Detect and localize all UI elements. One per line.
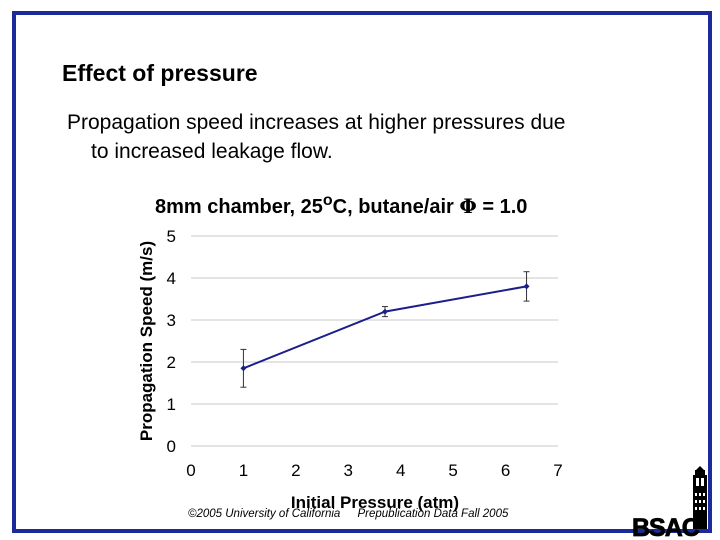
slide-title: Effect of pressure <box>62 60 258 86</box>
data-point-2 <box>523 283 530 290</box>
footer-note: Prepublication Data Fall 2005 <box>357 508 509 520</box>
y-tick-label-1: 1 <box>167 395 176 414</box>
x-tick-label-0: 0 <box>186 461 195 480</box>
x-tick-label-3: 3 <box>344 461 353 480</box>
x-tick-label-7: 7 <box>553 461 562 480</box>
y-tick-label-3: 3 <box>167 311 176 330</box>
x-axis-label: Initial Pressure (atm) <box>291 493 459 512</box>
chart-title-phi: Φ <box>459 194 477 218</box>
y-tick-label-0: 0 <box>167 437 176 456</box>
chart-title-suffix: = 1.0 <box>476 196 528 218</box>
chart-title: 8mm chamber, 25oC, butane/air Φ = 1.0 <box>155 192 528 219</box>
footer-copyright: ©2005 University of California <box>188 508 341 520</box>
slide-body: Propagation speed increases at higher pr… <box>67 108 667 166</box>
x-tick-label-4: 4 <box>396 461 405 480</box>
footer: ©2005 University of California Prepublic… <box>188 508 522 520</box>
chart-title-degree: o <box>322 192 333 209</box>
bsac-logo: BSAC <box>632 466 707 540</box>
chart-title-middle: C, butane/air <box>332 196 460 218</box>
y-tick-label-5: 5 <box>167 227 176 246</box>
x-tick-label-6: 6 <box>501 461 510 480</box>
body-line-2: to increased leakage flow. <box>91 140 333 163</box>
data-point-0 <box>240 365 247 372</box>
x-tick-label-1: 1 <box>239 461 248 480</box>
y-tick-label-4: 4 <box>167 269 176 288</box>
y-axis-label: Propagation Speed (m/s) <box>137 241 156 441</box>
x-tick-label-2: 2 <box>291 461 300 480</box>
x-tick-label-5: 5 <box>448 461 457 480</box>
series-line-0 <box>243 285 527 370</box>
chart-title-prefix: 8mm chamber, 25 <box>155 196 323 218</box>
data-point-1 <box>381 308 388 315</box>
body-line-1: Propagation speed increases at higher pr… <box>67 111 566 134</box>
logo-text: BSAC <box>632 514 700 540</box>
campanile-tower-icon <box>693 466 707 529</box>
y-tick-label-2: 2 <box>167 353 176 372</box>
